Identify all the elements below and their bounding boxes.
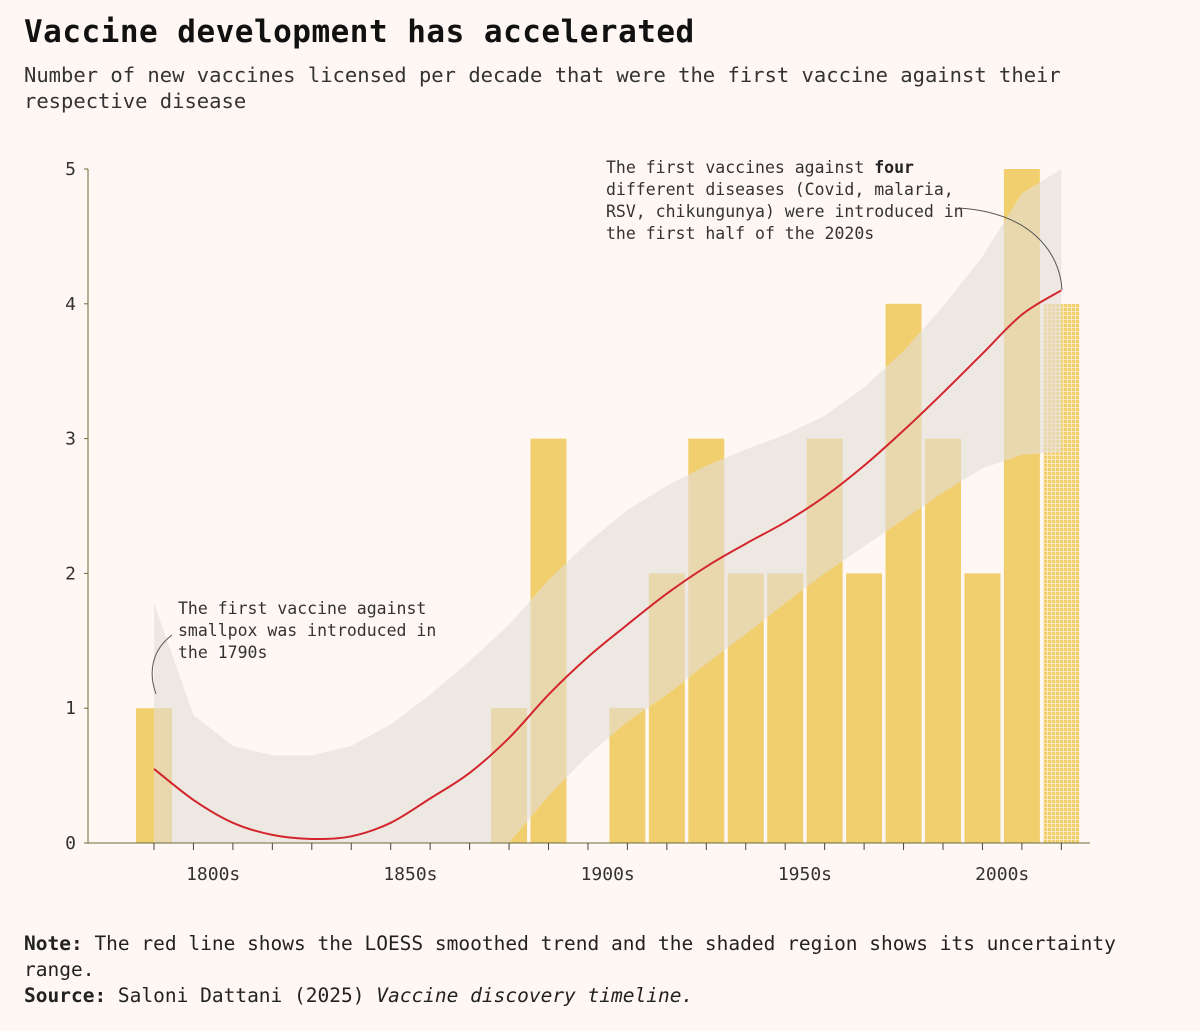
y-tick-label: 3: [65, 429, 76, 450]
recent-leader-line: [957, 207, 1063, 291]
trend-line-group: [153, 289, 1062, 841]
uncertainty-band-group: [154, 169, 1062, 843]
bar-1970s: [846, 573, 883, 843]
x-axis: 1800s 1850s 1900s 1950s 2000s: [88, 842, 1090, 885]
note-text: The red line shows the LOESS smoothed tr…: [24, 932, 1116, 981]
bars-group: [136, 169, 1080, 843]
y-tick-label: 2: [65, 563, 76, 584]
chart-title: Vaccine development has accelerated: [24, 14, 695, 50]
source-label: Source:: [24, 984, 107, 1007]
y-tick-label: 4: [65, 294, 76, 315]
trend-line: [153, 289, 1062, 841]
uncertainty-band: [154, 169, 1062, 843]
y-tick-label: 1: [65, 698, 76, 719]
footer-note: Note: The red line shows the LOESS smoot…: [24, 931, 1144, 983]
source-title: Vaccine discovery timeline.: [376, 984, 694, 1007]
recent-annotation: The first vaccines against four differen…: [606, 157, 966, 245]
recent-annotation-pre: The first vaccines against: [606, 158, 875, 177]
smallpox-annotation: The first vaccine against smallpox was i…: [178, 598, 468, 664]
annotation-leaders: [151, 207, 1063, 695]
chart-subtitle: Number of new vaccines licensed per deca…: [24, 63, 1061, 113]
smallpox-annotation-text: The first vaccine against smallpox was i…: [178, 599, 437, 662]
bar-1990s: [925, 438, 961, 843]
x-tick-label: 1900s: [581, 864, 635, 885]
recent-annotation-bold: four: [874, 158, 914, 177]
x-tick-label: 1800s: [186, 864, 240, 885]
y-axis-ticks: 0 1 2 3 4 5: [65, 159, 89, 854]
note-label: Note:: [24, 932, 83, 955]
bar-1950s: [767, 573, 804, 843]
smallpox-leader-line: [151, 634, 173, 695]
footer-source: Source: Saloni Dattani (2025) Vaccine di…: [24, 983, 1144, 1009]
x-tick-label: 1950s: [778, 864, 832, 885]
recent-annotation-post: different diseases (Covid, malaria, RSV,…: [606, 180, 964, 243]
x-tick-label: 2000s: [975, 864, 1029, 885]
source-text: Saloni Dattani (2025): [106, 984, 377, 1007]
bar-2000s: [964, 573, 1001, 843]
footer: Note: The red line shows the LOESS smoot…: [24, 931, 1144, 1009]
y-tick-label: 0: [65, 833, 76, 854]
y-tick-label: 5: [65, 159, 76, 180]
x-tick-label: 1850s: [383, 864, 437, 885]
